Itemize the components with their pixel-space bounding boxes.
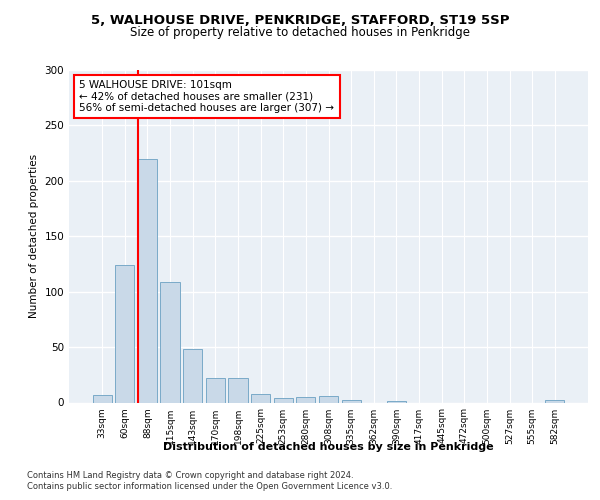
Text: Contains public sector information licensed under the Open Government Licence v3: Contains public sector information licen…	[27, 482, 392, 491]
Bar	[115, 265, 134, 402]
Bar	[229, 378, 248, 402]
Text: Contains HM Land Registry data © Crown copyright and database right 2024.: Contains HM Land Registry data © Crown c…	[27, 471, 353, 480]
Text: 5 WALHOUSE DRIVE: 101sqm
← 42% of detached houses are smaller (231)
56% of semi-: 5 WALHOUSE DRIVE: 101sqm ← 42% of detach…	[79, 80, 334, 113]
Bar	[341, 400, 361, 402]
Text: 5, WALHOUSE DRIVE, PENKRIDGE, STAFFORD, ST19 5SP: 5, WALHOUSE DRIVE, PENKRIDGE, STAFFORD, …	[91, 14, 509, 27]
Bar	[160, 282, 180, 403]
Bar	[296, 397, 316, 402]
Text: Distribution of detached houses by size in Penkridge: Distribution of detached houses by size …	[163, 442, 494, 452]
Y-axis label: Number of detached properties: Number of detached properties	[29, 154, 39, 318]
Bar	[545, 400, 565, 402]
Bar	[138, 158, 157, 402]
Text: Size of property relative to detached houses in Penkridge: Size of property relative to detached ho…	[130, 26, 470, 39]
Bar	[206, 378, 225, 402]
Bar	[251, 394, 270, 402]
Bar	[274, 398, 293, 402]
Bar	[319, 396, 338, 402]
Bar	[183, 350, 202, 403]
Bar	[92, 394, 112, 402]
